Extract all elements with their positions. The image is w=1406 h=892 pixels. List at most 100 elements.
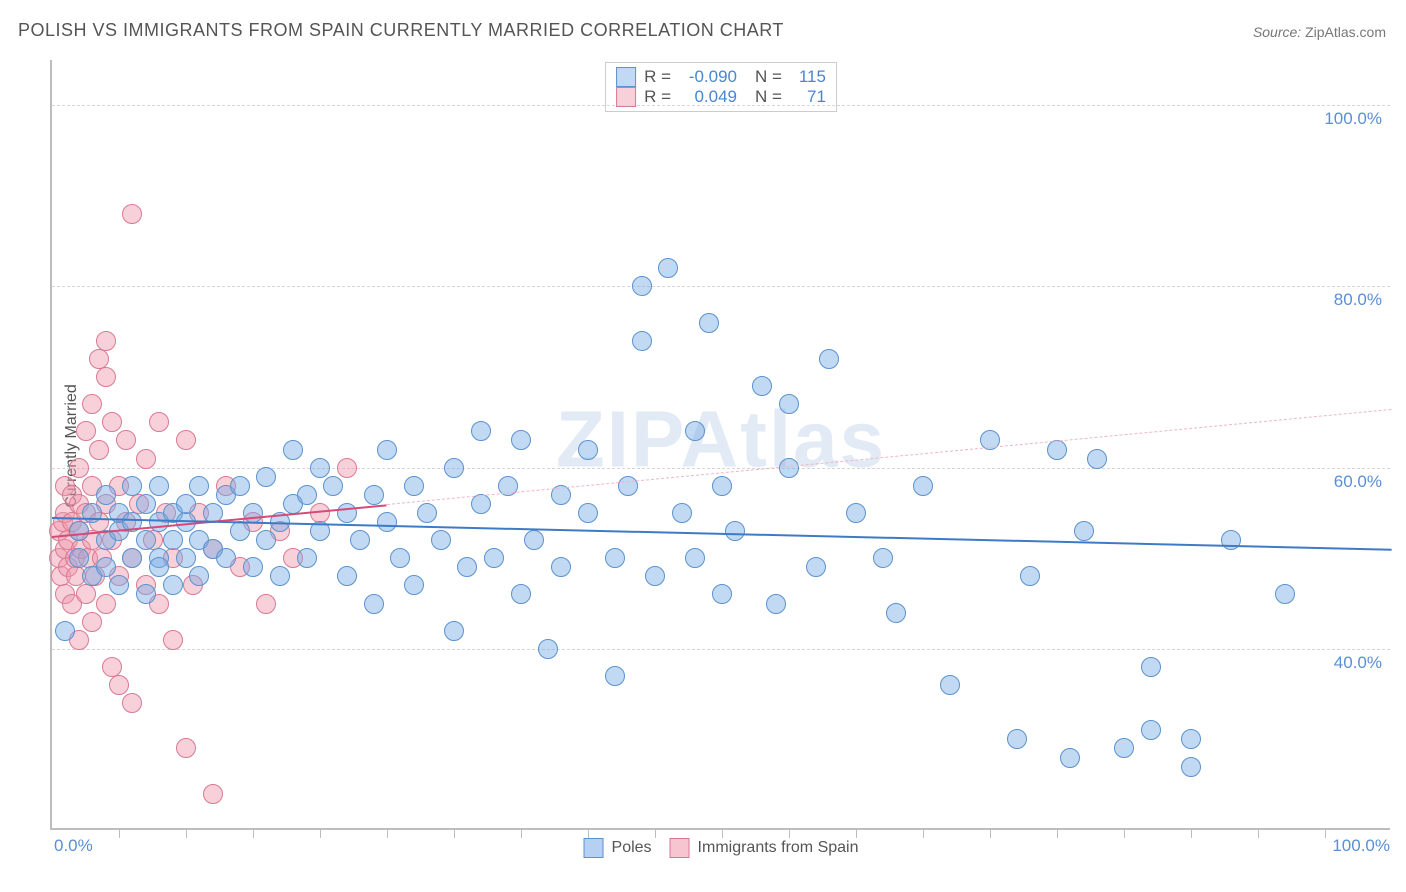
data-point (122, 476, 142, 496)
data-point (1060, 748, 1080, 768)
x-tick-label: 100.0% (1332, 836, 1390, 856)
data-point (136, 584, 156, 604)
x-minor-tick (1124, 828, 1125, 838)
data-point (645, 566, 665, 586)
data-point (471, 421, 491, 441)
data-point (404, 575, 424, 595)
data-point (310, 458, 330, 478)
x-minor-tick (1325, 828, 1326, 838)
legend-swatch (670, 838, 690, 858)
gridline (52, 105, 1390, 106)
data-point (672, 503, 692, 523)
data-point (122, 204, 142, 224)
data-point (886, 603, 906, 623)
x-minor-tick (789, 828, 790, 838)
data-point (69, 458, 89, 478)
x-minor-tick (856, 828, 857, 838)
stat-n-label: N = (755, 87, 782, 107)
data-point (444, 621, 464, 641)
data-point (377, 440, 397, 460)
x-minor-tick (990, 828, 991, 838)
data-point (377, 512, 397, 532)
x-minor-tick (521, 828, 522, 838)
data-point (69, 521, 89, 541)
x-minor-tick (454, 828, 455, 838)
data-point (149, 557, 169, 577)
data-point (109, 675, 129, 695)
data-point (136, 449, 156, 469)
x-minor-tick (655, 828, 656, 838)
series-swatch (616, 87, 636, 107)
data-point (256, 530, 276, 550)
data-point (122, 693, 142, 713)
data-point (176, 548, 196, 568)
x-minor-tick (588, 828, 589, 838)
data-point (444, 458, 464, 478)
data-point (163, 575, 183, 595)
data-point (1047, 440, 1067, 460)
data-point (1181, 757, 1201, 777)
data-point (1221, 530, 1241, 550)
data-point (913, 476, 933, 496)
data-point (846, 503, 866, 523)
x-minor-tick (320, 828, 321, 838)
source-label: Source: (1253, 24, 1301, 40)
x-minor-tick (1057, 828, 1058, 838)
data-point (82, 612, 102, 632)
scatter-plot-area: ZIPAtlas R =-0.090N =115R =0.049N =71 Po… (50, 60, 1390, 830)
data-point (766, 594, 786, 614)
data-point (1114, 738, 1134, 758)
data-point (89, 349, 109, 369)
data-point (457, 557, 477, 577)
data-point (511, 584, 531, 604)
data-point (940, 675, 960, 695)
data-point (136, 530, 156, 550)
data-point (176, 430, 196, 450)
data-point (873, 548, 893, 568)
data-point (484, 548, 504, 568)
legend-label: Poles (612, 839, 652, 857)
data-point (96, 594, 116, 614)
x-minor-tick (923, 828, 924, 838)
legend-swatch (584, 838, 604, 858)
stat-r-label: R = (644, 67, 671, 87)
data-point (270, 566, 290, 586)
data-point (632, 276, 652, 296)
data-point (230, 476, 250, 496)
data-point (1141, 657, 1161, 677)
x-minor-tick (722, 828, 723, 838)
data-point (102, 412, 122, 432)
data-point (699, 313, 719, 333)
data-point (1020, 566, 1040, 586)
data-point (76, 584, 96, 604)
data-point (297, 548, 317, 568)
gridline (52, 468, 1390, 469)
data-point (685, 421, 705, 441)
data-point (618, 476, 638, 496)
data-point (323, 476, 343, 496)
data-point (256, 594, 276, 614)
gridline (52, 649, 1390, 650)
data-point (605, 666, 625, 686)
data-point (203, 784, 223, 804)
data-point (149, 412, 169, 432)
data-point (337, 458, 357, 478)
data-point (1087, 449, 1107, 469)
data-point (163, 530, 183, 550)
x-tick-label: 0.0% (54, 836, 93, 856)
data-point (364, 485, 384, 505)
data-point (116, 430, 136, 450)
legend-item: Poles (584, 838, 652, 858)
data-point (256, 467, 276, 487)
data-point (551, 557, 571, 577)
data-point (96, 331, 116, 351)
legend: PolesImmigrants from Spain (584, 838, 859, 858)
stat-row: R =0.049N =71 (616, 87, 826, 107)
data-point (136, 494, 156, 514)
data-point (55, 621, 75, 641)
stat-n-label: N = (755, 67, 782, 87)
data-point (350, 530, 370, 550)
data-point (578, 440, 598, 460)
data-point (404, 476, 424, 496)
data-point (779, 394, 799, 414)
